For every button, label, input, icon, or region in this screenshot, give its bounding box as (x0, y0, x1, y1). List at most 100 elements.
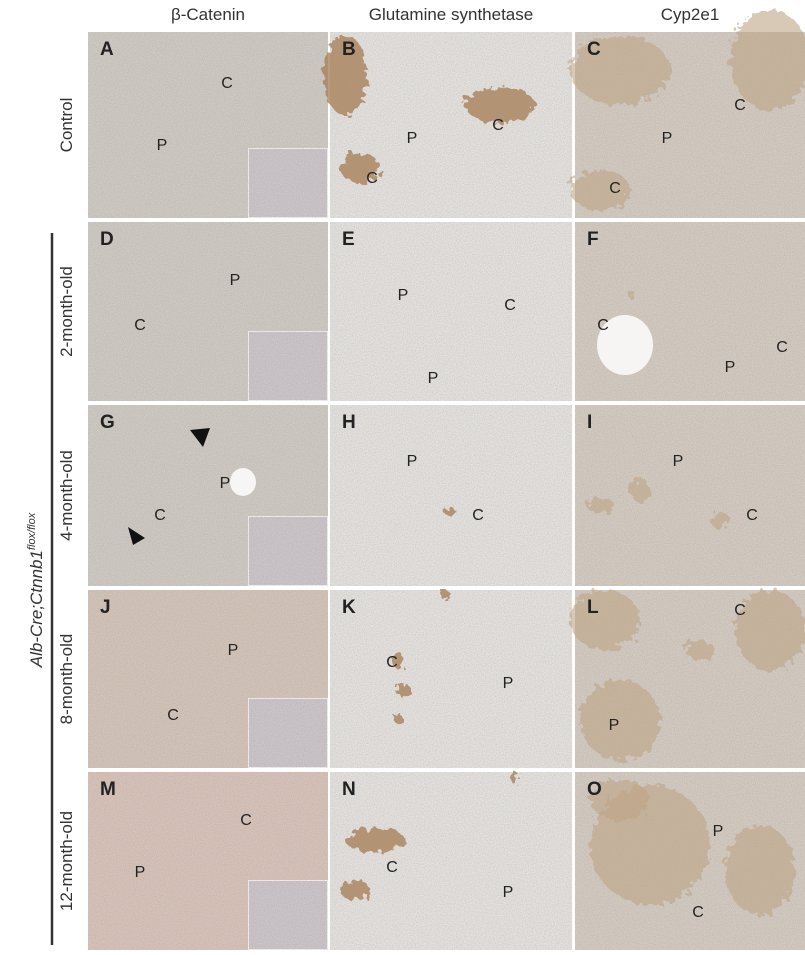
stain-region (511, 772, 519, 784)
zone-label: P (220, 475, 231, 492)
zone-label: C (472, 507, 484, 524)
stain-region (570, 35, 670, 105)
stain-region (345, 828, 405, 852)
stain-region (395, 684, 411, 696)
image-panel: L C P (570, 590, 805, 768)
inset-image (248, 148, 328, 218)
inset-image (248, 698, 328, 768)
panel-image (330, 222, 572, 401)
zone-label: C (609, 180, 621, 197)
panel-letter: C (587, 39, 601, 60)
zone-label: P (230, 272, 241, 289)
genotype-superscript: flox/flox (26, 512, 38, 550)
zone-label: P (157, 137, 168, 154)
zone-label: C (134, 317, 146, 334)
column-header: β-Catenin (171, 5, 245, 24)
zone-label: C (504, 297, 516, 314)
zone-label: P (228, 642, 239, 659)
image-panel: G P C (88, 405, 328, 586)
figure: ACPBCPCCCPCDPCEPCPFCCPGPCHPCIPCJPCKCPLCP… (0, 0, 805, 950)
inset-image (248, 331, 328, 401)
image-panel: ACP (88, 32, 328, 218)
zone-label: P (503, 884, 514, 901)
panel-image (330, 32, 572, 218)
image-panel: I P C (575, 405, 805, 586)
panel-letter: L (587, 597, 599, 618)
row-label: 4-month-old (57, 450, 76, 541)
stain-region (630, 478, 650, 502)
image-panel: N C P (330, 772, 572, 950)
zone-label: P (713, 823, 724, 840)
zone-label: C (597, 317, 609, 334)
zone-label: C (386, 859, 398, 876)
panel-letter: N (342, 779, 356, 800)
image-panel: C C P C (570, 10, 805, 218)
stain-region (710, 512, 730, 528)
stain-region (725, 825, 795, 915)
panel-image (330, 590, 572, 768)
zone-label: P (407, 130, 418, 147)
zone-label: P (503, 675, 514, 692)
stain-region (440, 590, 450, 600)
zone-label: C (734, 97, 746, 114)
zone-label: P (398, 287, 409, 304)
panel-letter: O (587, 779, 602, 800)
zone-label: C (734, 602, 746, 619)
stain-region (580, 680, 660, 760)
image-panel: D P C (88, 222, 328, 401)
zone-label: P (407, 453, 418, 470)
panel-letter: M (100, 779, 116, 800)
stain-region (685, 640, 715, 660)
zone-label: P (428, 370, 439, 387)
panel-letter: K (342, 597, 356, 618)
stain-region (393, 713, 403, 723)
panel-letter: I (587, 412, 592, 433)
zone-label: C (240, 812, 252, 829)
panel-image (575, 222, 805, 401)
zone-label: P (135, 864, 146, 881)
panel-letter: E (342, 229, 355, 250)
zone-label: P (609, 717, 620, 734)
stain-region (444, 508, 456, 516)
image-panel: J P C (88, 590, 328, 768)
zone-label: C (154, 507, 166, 524)
zone-label: C (692, 904, 704, 921)
stain-region (570, 590, 640, 650)
image-panel: E P C P (330, 222, 572, 401)
panel-letter: J (100, 597, 111, 618)
zone-label: C (746, 507, 758, 524)
page: {"columns":["β-Catenin","Glutamine synth… (0, 0, 805, 950)
zone-label: C (776, 339, 788, 356)
row-label: Control (57, 98, 76, 153)
inset-image (248, 516, 328, 586)
column-header: Glutamine synthetase (369, 5, 533, 24)
zone-label: C (167, 707, 179, 724)
zone-label: P (673, 453, 684, 470)
image-panel: F C C P (575, 222, 805, 401)
column-header: Cyp2e1 (661, 5, 720, 24)
image-panel: K C P (330, 590, 572, 768)
vessel (230, 468, 256, 496)
image-panel: H P C (330, 405, 572, 586)
zone-label: P (662, 130, 673, 147)
stain-region (570, 170, 630, 210)
genotype-label: Alb-Cre;Ctnnb1flox/flox (26, 512, 46, 668)
row-label: 12-month-old (57, 811, 76, 911)
row-label: 2-month-old (57, 266, 76, 357)
panel-letter: D (100, 229, 114, 250)
panel-letter: F (587, 229, 599, 250)
stain-region (586, 497, 614, 513)
zone-label: C (386, 654, 398, 671)
image-panel: O P C (575, 772, 805, 950)
panel-letter: B (342, 39, 356, 60)
zone-label: P (725, 359, 736, 376)
panel-letter: G (100, 412, 115, 433)
panel-letter: H (342, 412, 356, 433)
image-panel: M C P (88, 772, 328, 950)
stain-region (340, 880, 370, 900)
panel-letter: A (100, 39, 114, 60)
genotype-text: Alb-Cre;Ctnnb1 (27, 550, 46, 668)
zone-label: C (366, 170, 378, 187)
